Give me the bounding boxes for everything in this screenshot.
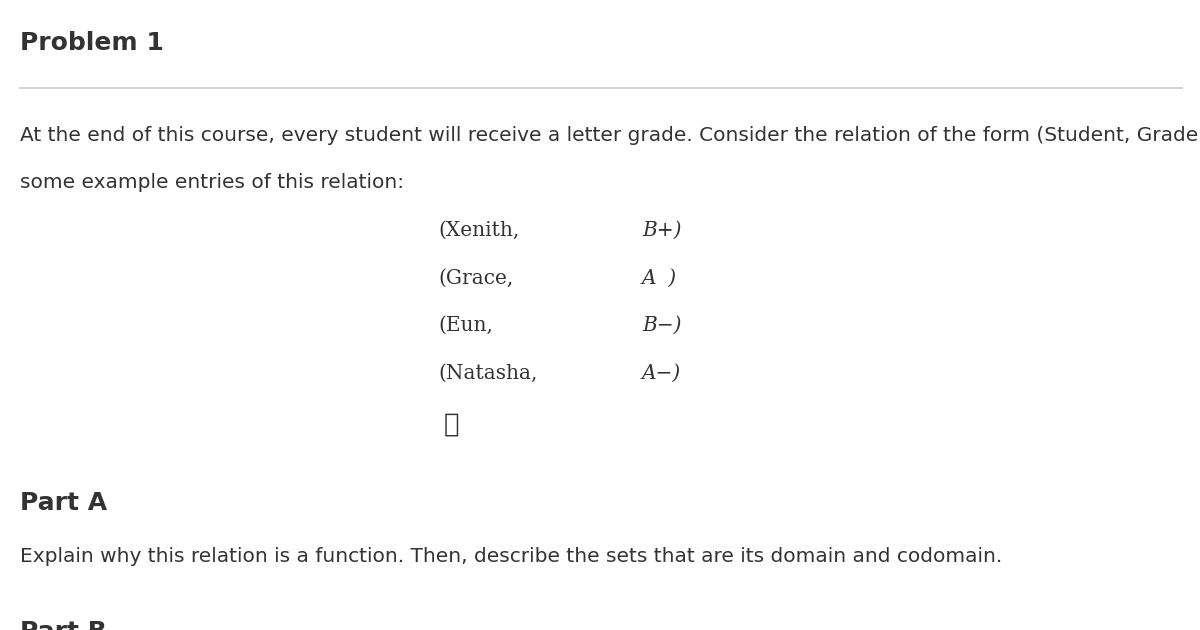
- Text: (Natasha,: (Natasha,: [438, 364, 538, 383]
- Text: ⋮: ⋮: [444, 412, 460, 437]
- Text: A  ): A ): [642, 268, 677, 287]
- Text: B+): B+): [642, 220, 682, 239]
- Text: B−): B−): [642, 316, 682, 335]
- Text: A−): A−): [642, 364, 682, 383]
- Text: At the end of this course, every student will receive a letter grade. Consider t: At the end of this course, every student…: [20, 126, 1200, 145]
- Text: Explain why this relation is a function. Then, describe the sets that are its do: Explain why this relation is a function.…: [20, 547, 1003, 566]
- Text: (Eun,: (Eun,: [438, 316, 493, 335]
- Text: Part B: Part B: [20, 620, 107, 630]
- Text: (Xenith,: (Xenith,: [438, 220, 520, 239]
- Text: some example entries of this relation:: some example entries of this relation:: [20, 173, 404, 192]
- Text: Problem 1: Problem 1: [20, 32, 164, 55]
- Text: Part A: Part A: [20, 491, 108, 515]
- Text: (Grace,: (Grace,: [438, 268, 514, 287]
